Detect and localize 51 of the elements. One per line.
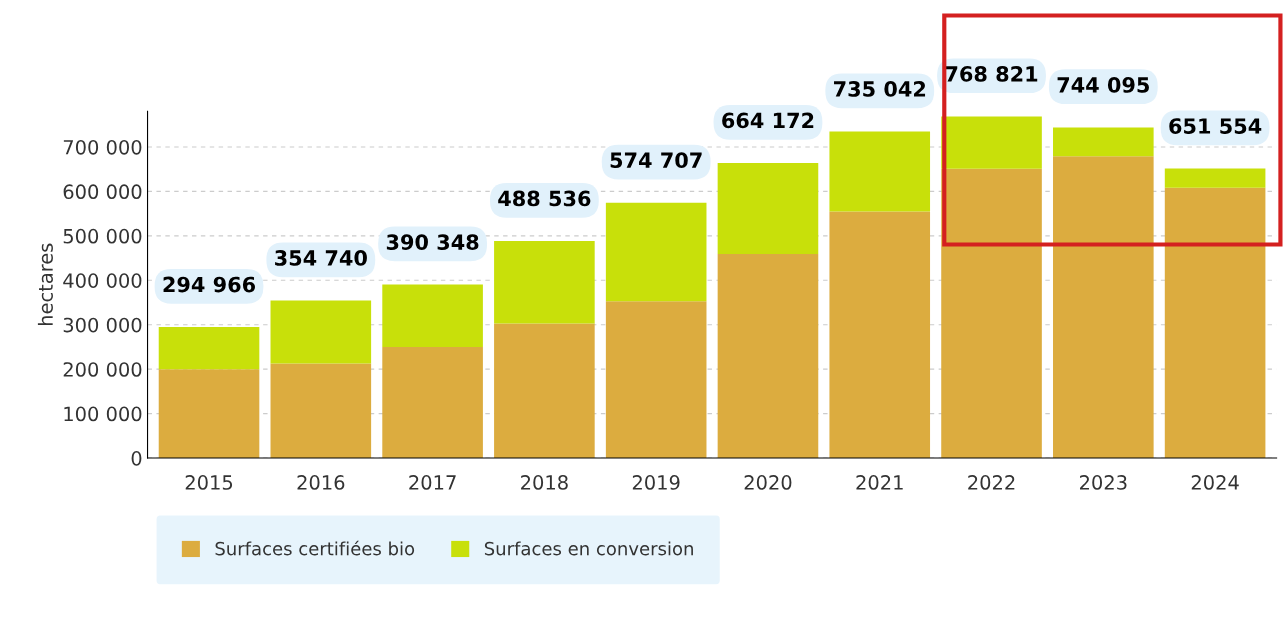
bar [1164, 187, 1266, 459]
total-label: 390 348 [386, 234, 479, 250]
x-tick-label: 2024 [1191, 475, 1239, 490]
total-label: 651 554 [1169, 118, 1262, 134]
total-label: 574 707 [610, 152, 702, 169]
total-label: 768 821 [945, 66, 1038, 82]
bar [1053, 156, 1154, 459]
total-label: 664 172 [722, 112, 814, 129]
bar [494, 323, 595, 459]
bar [270, 363, 372, 459]
y-tick-label: 100 000 [64, 406, 142, 422]
y-tick-label: 0 [131, 451, 142, 466]
bar [158, 369, 260, 459]
x-tick-label: 2021 [856, 475, 903, 490]
total-label: 488 536 [498, 190, 591, 207]
bar [605, 202, 707, 302]
total-label: 294 966 [163, 276, 256, 293]
x-tick-label: 2019 [632, 475, 680, 490]
bar [717, 254, 819, 459]
bar [941, 116, 1042, 169]
bar [270, 300, 372, 364]
legend-label: Surfaces en conversion [484, 541, 693, 556]
bar [494, 240, 595, 324]
total-label: 354 740 [275, 250, 367, 266]
y-tick-label: 300 000 [63, 317, 142, 333]
x-tick-label: 2015 [185, 475, 233, 490]
bar [717, 162, 819, 255]
y-tick-label: 400 000 [63, 273, 142, 288]
bar [829, 131, 931, 212]
bar [158, 326, 260, 370]
x-tick-label: 2023 [1080, 475, 1127, 490]
bar [382, 346, 483, 459]
y-tick-label: 700 000 [63, 139, 142, 155]
bar [1164, 168, 1266, 188]
bar [1053, 127, 1154, 157]
x-tick-label: 2018 [521, 475, 568, 490]
bar [382, 284, 483, 347]
total-label: 744 095 [1057, 77, 1149, 93]
bar [941, 168, 1042, 459]
x-tick-label: 2016 [297, 475, 345, 490]
legend-label: Surfaces certifiées bio [215, 540, 415, 556]
y-tick-label: 600 000 [63, 184, 142, 200]
x-tick-label: 2020 [744, 475, 792, 490]
y-tick-label: 500 000 [63, 228, 142, 244]
x-tick-label: 2017 [409, 475, 456, 490]
y-axis-title: hectares [37, 243, 53, 326]
total-label: 735 042 [834, 81, 926, 97]
bar [829, 211, 931, 459]
bar [605, 301, 707, 459]
x-tick-label: 2022 [968, 475, 1015, 490]
y-tick-label: 200 000 [63, 362, 142, 377]
